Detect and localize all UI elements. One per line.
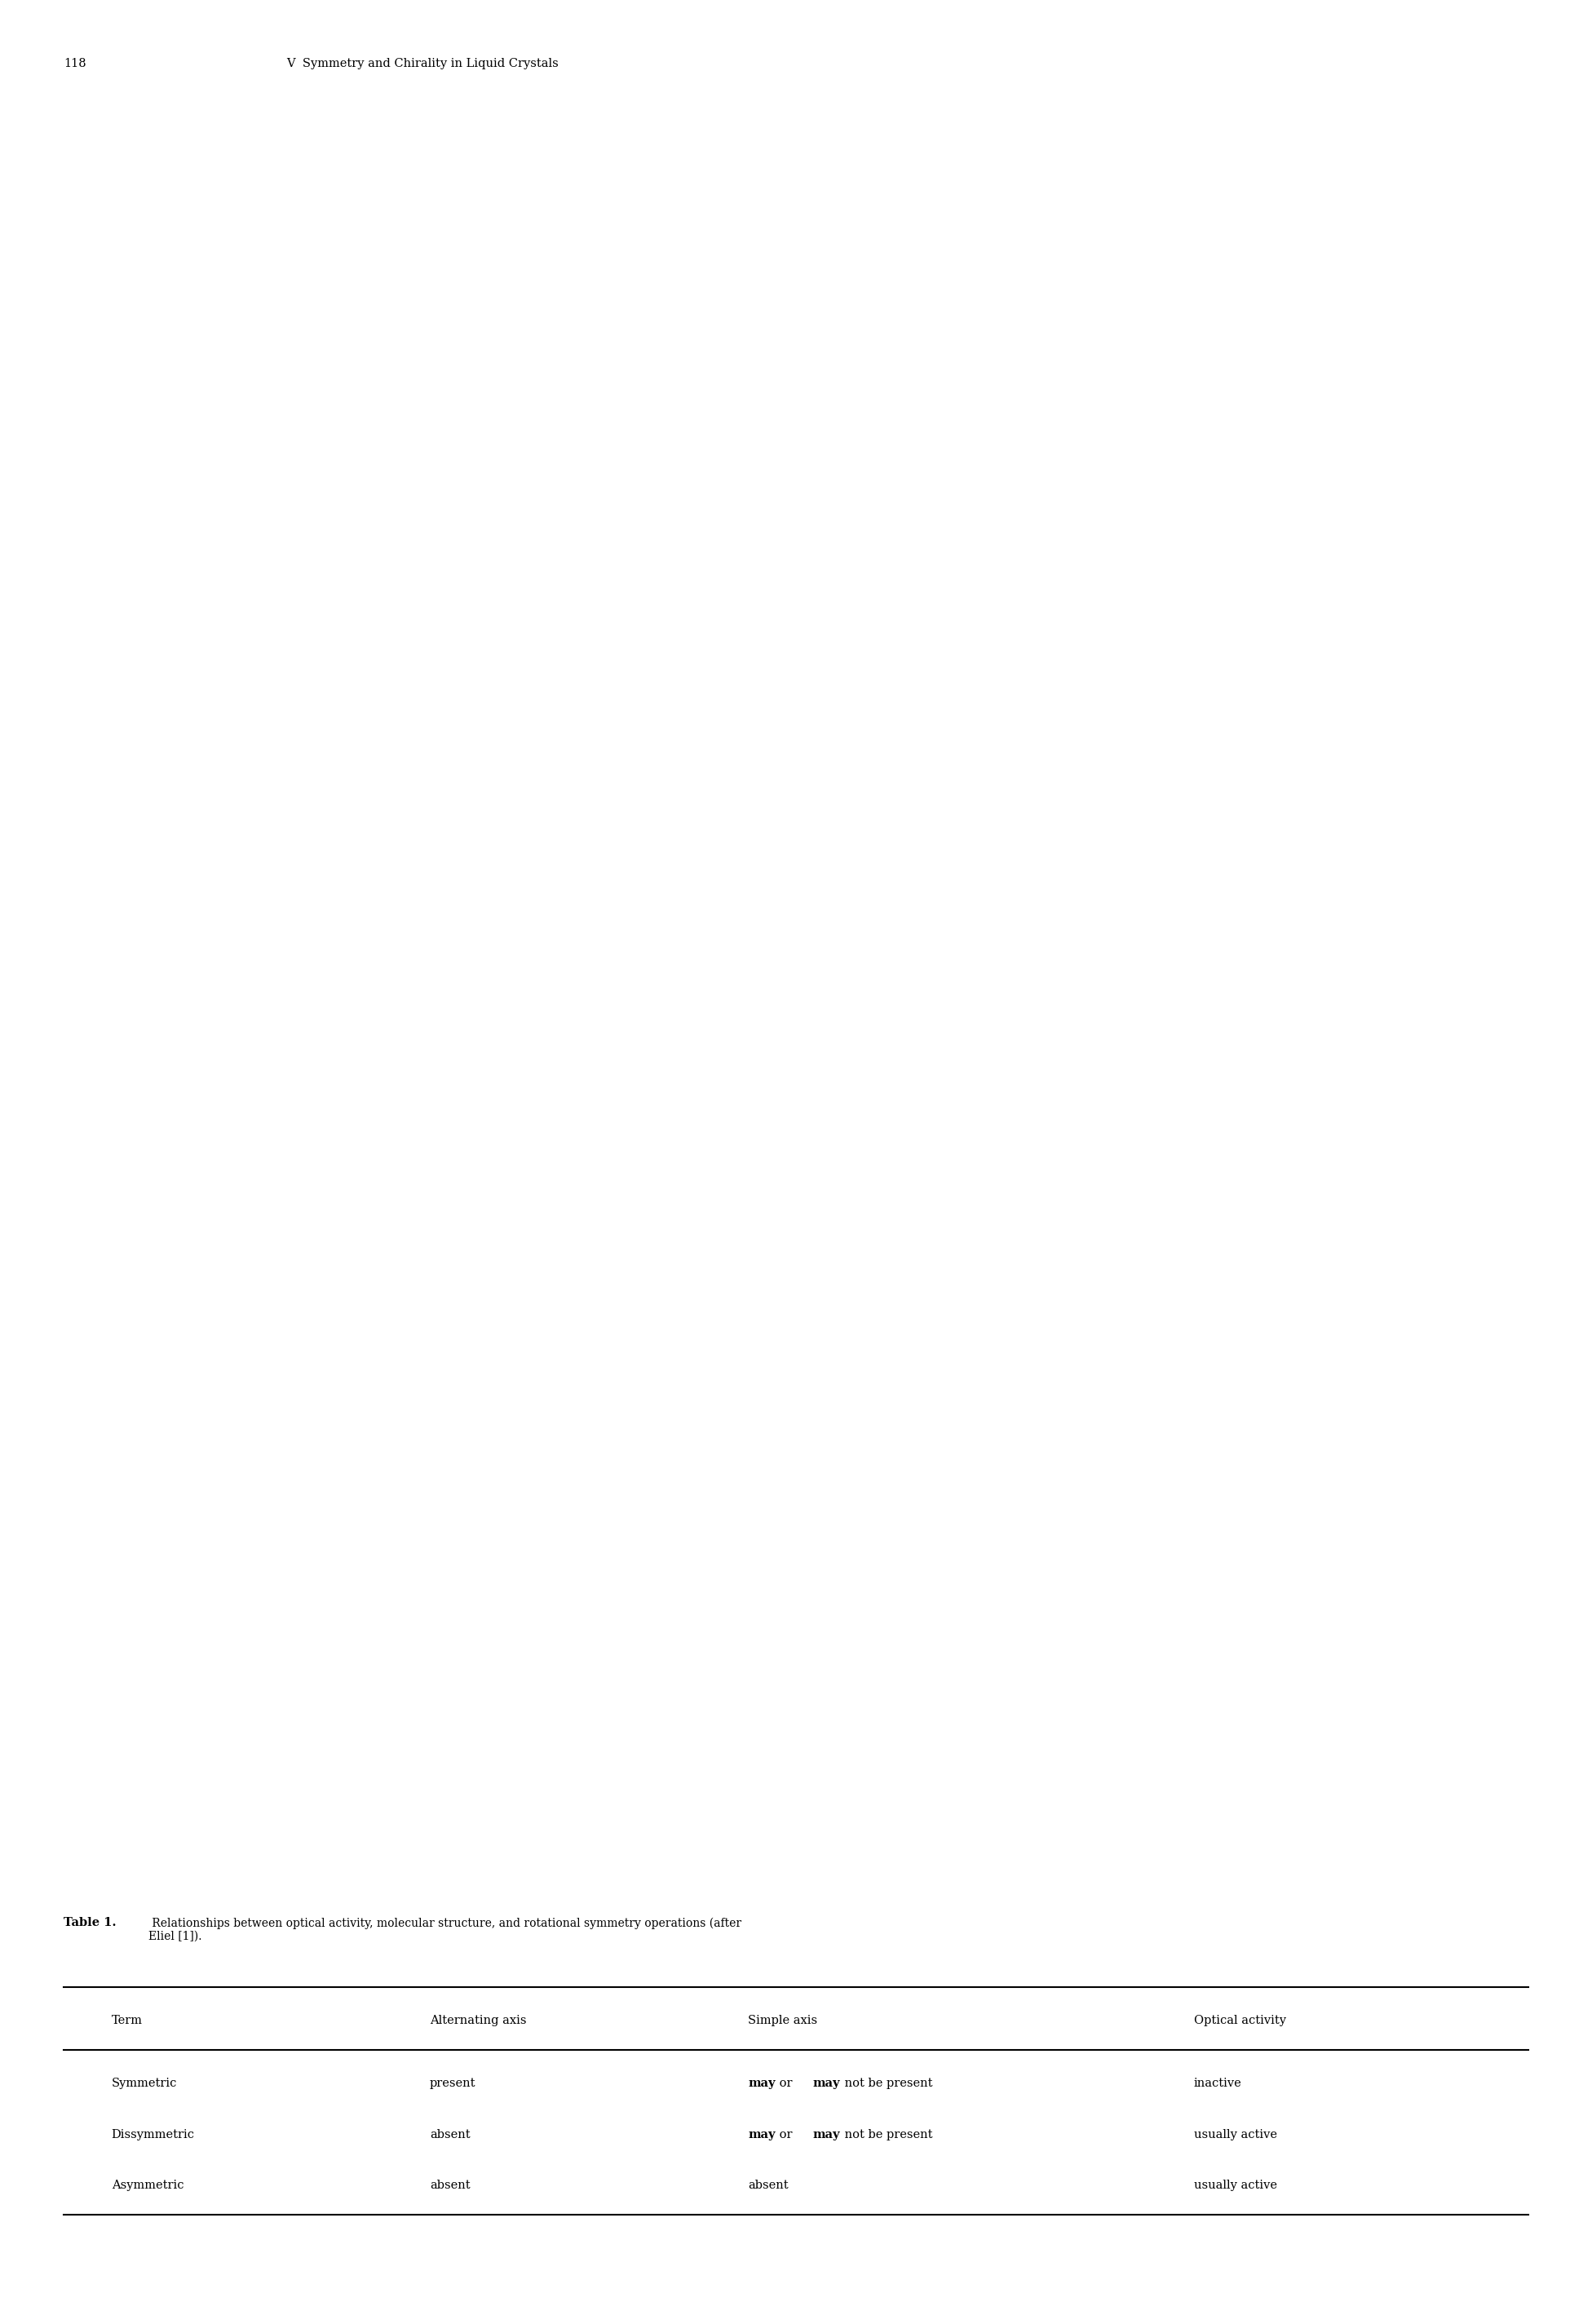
Text: absent: absent [430, 2129, 470, 2140]
Text: Term: Term [111, 2015, 142, 2027]
Text: may: may [814, 2129, 841, 2140]
Text: may: may [748, 2078, 775, 2089]
Text: or: or [775, 2129, 796, 2140]
Text: usually active: usually active [1194, 2129, 1277, 2140]
Text: Table 1.: Table 1. [64, 1917, 116, 1929]
Text: 118: 118 [64, 58, 86, 70]
Text: not be present: not be present [841, 2129, 933, 2140]
Text: Symmetric: Symmetric [111, 2078, 177, 2089]
Text: present: present [430, 2078, 476, 2089]
Text: inactive: inactive [1194, 2078, 1242, 2089]
Text: not be present: not be present [841, 2078, 933, 2089]
Text: Alternating axis: Alternating axis [430, 2015, 527, 2027]
Text: Asymmetric: Asymmetric [111, 2180, 183, 2192]
Text: absent: absent [748, 2180, 788, 2192]
Text: may: may [748, 2129, 775, 2140]
Text: or: or [775, 2078, 796, 2089]
Text: may: may [814, 2078, 841, 2089]
Text: Dissymmetric: Dissymmetric [111, 2129, 194, 2140]
Text: absent: absent [430, 2180, 470, 2192]
Text: Relationships between optical activity, molecular structure, and rotational symm: Relationships between optical activity, … [148, 1917, 742, 1943]
Text: V  Symmetry and Chirality in Liquid Crystals: V Symmetry and Chirality in Liquid Cryst… [287, 58, 559, 70]
Text: usually active: usually active [1194, 2180, 1277, 2192]
Text: Simple axis: Simple axis [748, 2015, 818, 2027]
Text: Optical activity: Optical activity [1194, 2015, 1286, 2027]
